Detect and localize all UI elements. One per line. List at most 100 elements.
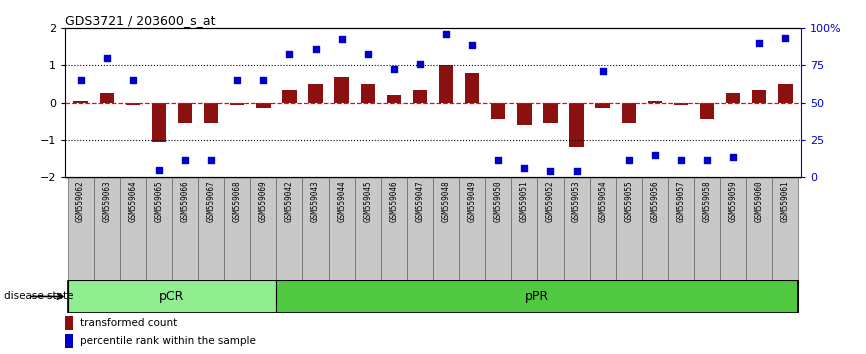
Bar (178, 103, 192, 123)
Bar (250, 177, 276, 280)
Point (465, 42, 479, 48)
Text: GSM559046: GSM559046 (390, 180, 398, 222)
Text: GSM559054: GSM559054 (598, 180, 607, 222)
Bar (721, 177, 746, 280)
Bar (230, 103, 244, 104)
Text: GSM559059: GSM559059 (728, 180, 738, 222)
Point (491, 158, 505, 163)
Bar (204, 103, 218, 123)
Text: percentile rank within the sample: percentile rank within the sample (81, 336, 256, 346)
Point (204, 158, 218, 163)
Bar (752, 90, 766, 103)
Point (152, 167, 166, 172)
Bar (282, 90, 297, 103)
Bar (439, 65, 453, 103)
Bar (126, 103, 140, 104)
Bar (65, 316, 73, 330)
Text: GSM559043: GSM559043 (311, 180, 320, 222)
Text: pCR: pCR (159, 290, 184, 303)
Point (282, 51, 296, 57)
Text: disease state: disease state (4, 291, 74, 302)
Point (178, 158, 192, 163)
Bar (145, 177, 172, 280)
Text: GSM559056: GSM559056 (650, 180, 659, 222)
Bar (308, 84, 323, 103)
Text: GSM559045: GSM559045 (363, 180, 372, 222)
Text: GSM559069: GSM559069 (259, 180, 268, 222)
Point (126, 78, 139, 83)
Text: GSM559062: GSM559062 (76, 180, 85, 222)
Bar (433, 177, 459, 280)
Bar (642, 177, 668, 280)
Bar (152, 103, 166, 142)
Point (335, 37, 349, 42)
Bar (694, 177, 721, 280)
Bar (355, 177, 381, 280)
Bar (276, 177, 302, 280)
Bar (120, 177, 145, 280)
Bar (491, 103, 506, 119)
Bar (485, 177, 511, 280)
Bar (413, 90, 427, 103)
Bar (622, 103, 636, 123)
Bar (779, 84, 792, 103)
Bar (224, 177, 250, 280)
Bar (538, 177, 564, 280)
Bar (302, 177, 328, 280)
Text: GSM559060: GSM559060 (755, 180, 764, 222)
Bar (381, 177, 407, 280)
Text: GSM559065: GSM559065 (154, 180, 164, 222)
Point (779, 35, 792, 40)
Text: GSM559044: GSM559044 (337, 180, 346, 222)
Text: GSM559058: GSM559058 (702, 180, 712, 222)
Point (413, 61, 427, 67)
Bar (648, 101, 662, 103)
Text: GSM559053: GSM559053 (572, 180, 581, 222)
Point (230, 78, 244, 83)
Bar (668, 177, 694, 280)
Bar (386, 95, 401, 103)
Bar (511, 177, 538, 280)
Bar (65, 334, 73, 348)
Point (387, 67, 401, 72)
Text: GSM559057: GSM559057 (676, 180, 686, 222)
Bar (172, 177, 198, 280)
Text: GSM559052: GSM559052 (546, 180, 555, 222)
Bar (517, 103, 532, 125)
Text: GSM559066: GSM559066 (180, 180, 190, 222)
Point (753, 40, 766, 46)
Text: GSM559064: GSM559064 (128, 180, 138, 222)
Point (544, 169, 558, 174)
Bar (700, 103, 714, 119)
Text: GSM559063: GSM559063 (102, 180, 111, 222)
Bar (459, 177, 485, 280)
Text: GSM559048: GSM559048 (442, 180, 450, 222)
Bar (616, 177, 642, 280)
Bar (68, 280, 276, 313)
Text: GSM559051: GSM559051 (520, 180, 529, 222)
Bar (68, 177, 94, 280)
Point (439, 31, 453, 37)
Bar (590, 177, 616, 280)
Bar (256, 103, 270, 108)
Point (648, 152, 662, 158)
Point (596, 68, 610, 74)
Bar (543, 103, 558, 123)
Text: GSM559047: GSM559047 (416, 180, 424, 222)
Bar (564, 177, 590, 280)
Point (700, 158, 714, 163)
Bar (674, 103, 688, 104)
Point (361, 51, 375, 57)
Text: GSM559061: GSM559061 (781, 180, 790, 222)
Bar (569, 103, 584, 147)
Bar (465, 73, 480, 103)
Text: transformed count: transformed count (81, 318, 178, 328)
Bar (334, 77, 349, 103)
Bar (360, 84, 375, 103)
Point (308, 46, 322, 52)
Point (727, 154, 740, 159)
Point (100, 55, 113, 61)
Bar (276, 280, 798, 313)
Bar (74, 101, 87, 103)
Bar (198, 177, 224, 280)
